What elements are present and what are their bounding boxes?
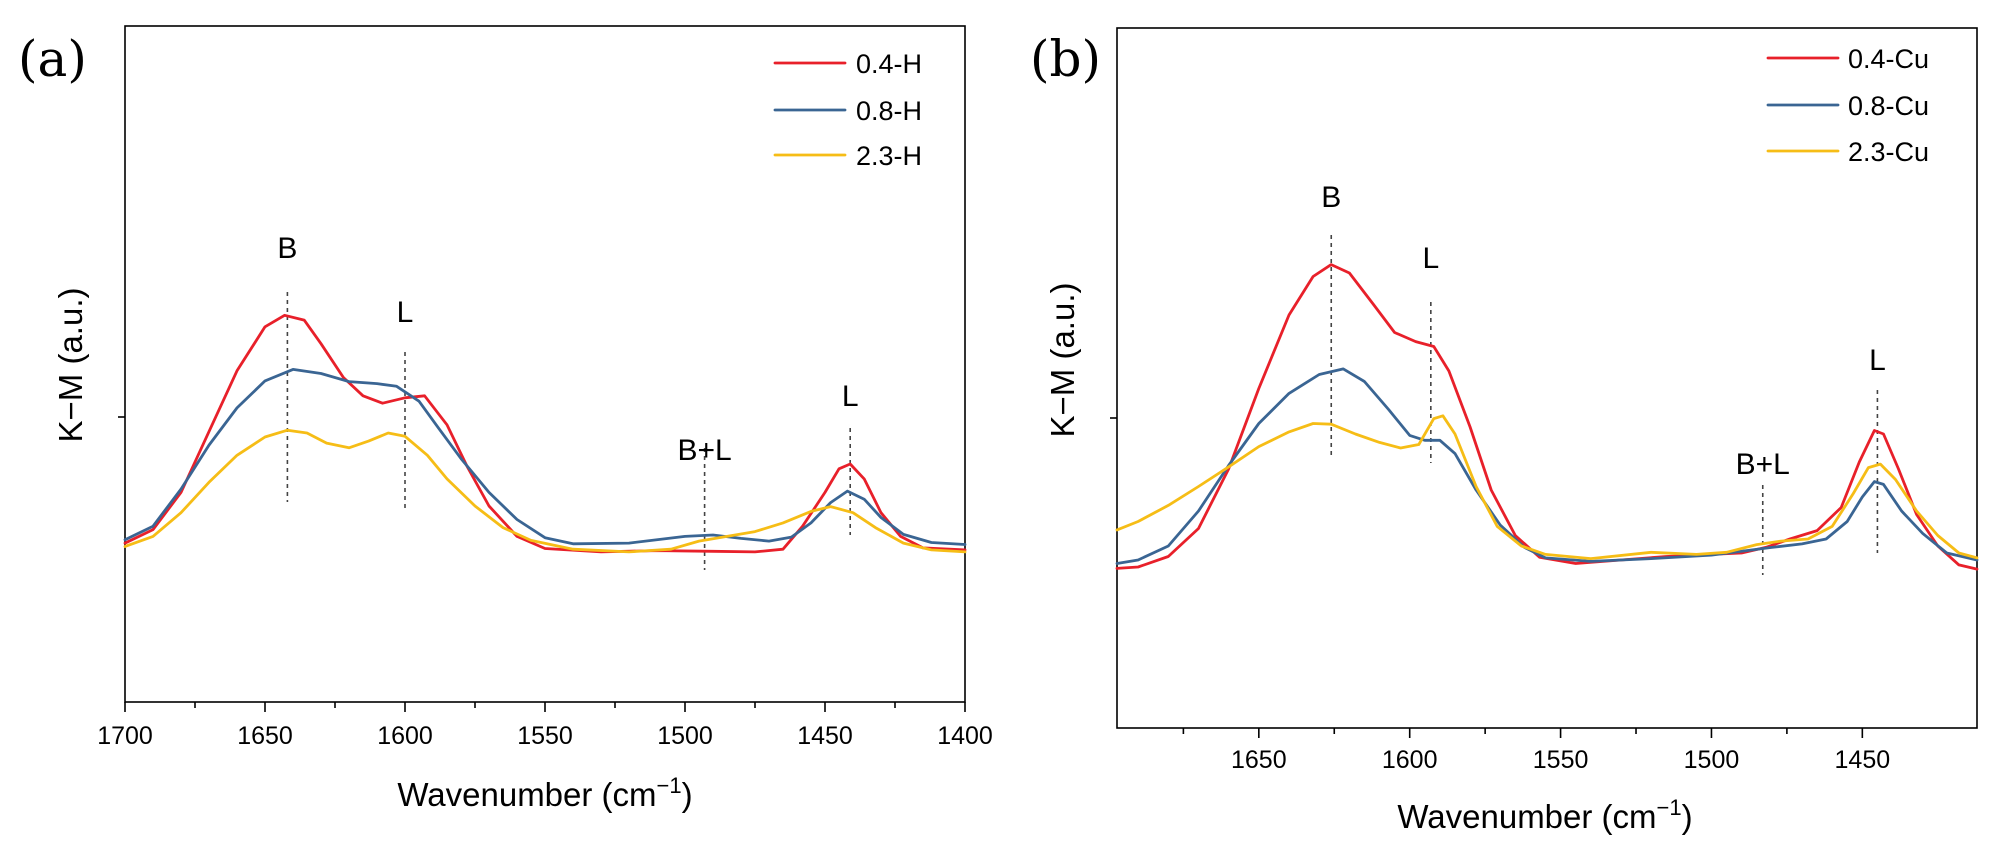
panel-a-x-tick-label: 1650 bbox=[237, 722, 293, 750]
series-line-0.4-h bbox=[123, 313, 967, 554]
panel-b-x-tick-label: 1650 bbox=[1231, 746, 1287, 774]
panel-b-series bbox=[1115, 263, 1979, 571]
panel-b-label: (b) bbox=[1030, 30, 1101, 88]
peak-label-l: L bbox=[842, 380, 859, 413]
panel-b-x-tick-label: 1500 bbox=[1684, 746, 1740, 774]
legend-label-2.3-h: 2.3-H bbox=[856, 141, 922, 171]
panel-b-y-axis-title: K−M (a.u.) bbox=[1044, 283, 1081, 438]
panel-b-x-tick-label: 1600 bbox=[1382, 746, 1438, 774]
peak-label-b: B bbox=[277, 232, 297, 265]
panel-a-y-axis-title: K−M (a.u.) bbox=[52, 288, 89, 443]
legend-label-2.3-cu: 2.3-Cu bbox=[1848, 137, 1929, 167]
panel-a-x-tick-label: 1450 bbox=[797, 722, 853, 750]
peak-label-b: B bbox=[1321, 181, 1341, 214]
panel-a-x-tick-label: 1700 bbox=[97, 722, 153, 750]
panel-b-x-axis-title: Wavenumber (cm−1) bbox=[1397, 795, 1692, 835]
panel-a-legend: 0.4-H 0.8-H 2.3-H bbox=[773, 49, 922, 171]
peak-label-b-plus-l: B+L bbox=[677, 434, 731, 467]
peak-label-l: L bbox=[1422, 242, 1439, 275]
panel-a-x-ticks bbox=[124, 702, 966, 712]
panel-a-x-tick-label: 1550 bbox=[517, 722, 573, 750]
panel-a-x-tick-label: 1500 bbox=[657, 722, 713, 750]
panel-a: (a) 1700 1650 1600 1550 1500 1450 1400 bbox=[18, 25, 993, 813]
series-line-2.3-cu bbox=[1115, 414, 1979, 560]
peak-label-l: L bbox=[1869, 344, 1886, 377]
series-line-0.4-cu bbox=[1115, 263, 1979, 571]
panel-a-x-axis-title: Wavenumber (cm−1) bbox=[397, 773, 692, 813]
series-line-2.3-h bbox=[123, 428, 967, 554]
panel-a-label: (a) bbox=[18, 30, 87, 88]
panel-b-x-ticks bbox=[1182, 728, 1864, 738]
panel-a-peak-markers bbox=[286, 292, 852, 570]
panel-b: (b) 1650 1600 1550 1500 1450 Wavenumber … bbox=[1030, 27, 1979, 835]
panel-b-x-tick-label: 1450 bbox=[1835, 746, 1891, 774]
panel-b-legend: 0.4-Cu 0.8-Cu 2.3-Cu bbox=[1766, 44, 1929, 167]
legend-label-0.8-h: 0.8-H bbox=[856, 96, 922, 126]
panel-a-x-tick-label: 1400 bbox=[937, 722, 993, 750]
series-line-0.8-cu bbox=[1115, 367, 1979, 565]
panel-b-peak-markers bbox=[1330, 235, 1879, 575]
legend-label-0.4-cu: 0.4-Cu bbox=[1848, 44, 1929, 74]
panel-a-series bbox=[123, 313, 967, 554]
panel-b-x-tick-label: 1550 bbox=[1533, 746, 1589, 774]
panel-b-plot-frame bbox=[1116, 27, 1978, 729]
legend-label-0.4-h: 0.4-H bbox=[856, 49, 922, 79]
panel-a-x-tick-label: 1600 bbox=[377, 722, 433, 750]
panel-a-plot-frame bbox=[124, 25, 966, 703]
peak-label-l: L bbox=[397, 296, 414, 329]
legend-label-0.8-cu: 0.8-Cu bbox=[1848, 91, 1929, 121]
peak-label-b-plus-l: B+L bbox=[1736, 448, 1790, 481]
series-line-0.8-h bbox=[123, 368, 967, 546]
